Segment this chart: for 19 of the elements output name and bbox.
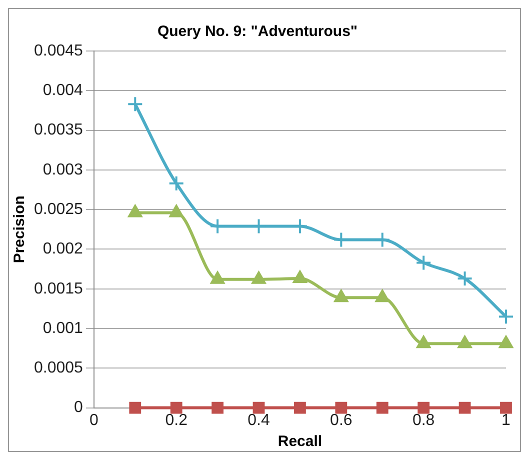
x-tick-label: 1 [502, 412, 511, 429]
y-tick-label: 0.0045 [34, 42, 84, 60]
y-tick-label: 0 [74, 399, 84, 416]
y-tick-label: 0.004 [42, 82, 84, 100]
y-tick-label: 0.0035 [34, 122, 84, 139]
y-axis-title: Precision [11, 196, 28, 264]
x-axis-title: Recall [278, 433, 322, 450]
y-tick-label: 0.003 [42, 161, 84, 178]
y-tick-label: 0.0015 [34, 280, 84, 298]
y-tick-label: 0.0025 [34, 200, 84, 218]
y-tick-label: 0.0005 [34, 360, 84, 377]
x-tick-label: 0.8 [412, 412, 435, 429]
chart-title: Query No. 9: "Adventurous" [157, 23, 358, 40]
y-tick-label: 0.002 [42, 240, 84, 258]
x-tick-label: 0 [89, 412, 98, 429]
x-tick-label: 0.2 [165, 412, 188, 429]
x-tick-label: 0.6 [330, 412, 352, 429]
x-tick-label: 0.4 [248, 412, 270, 429]
y-tick-label: 0.001 [42, 320, 84, 337]
